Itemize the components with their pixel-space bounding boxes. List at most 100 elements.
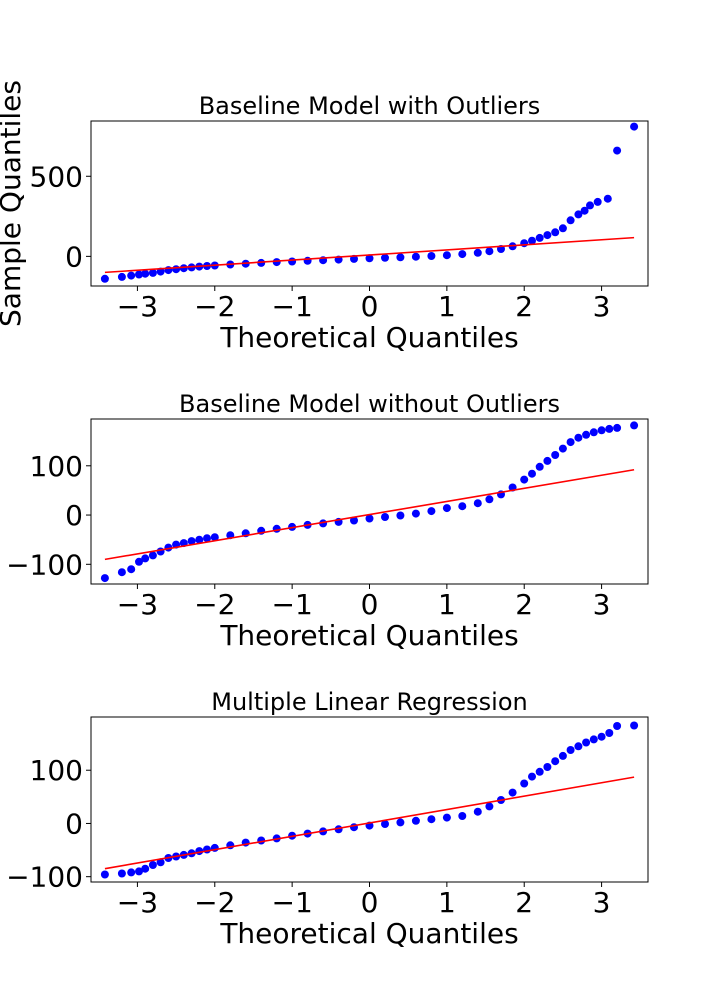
data-point	[381, 253, 389, 262]
data-point	[528, 772, 536, 781]
data-point	[543, 456, 552, 465]
data-point	[605, 729, 614, 737]
x-tick-label: −1	[271, 290, 312, 323]
data-point	[365, 514, 374, 523]
data-point	[580, 206, 589, 215]
data-point	[485, 495, 494, 504]
data-point	[603, 194, 612, 203]
chart-title: Multiple Linear Regression	[211, 688, 527, 716]
data-point	[508, 788, 517, 797]
data-point	[272, 258, 281, 267]
data-point	[203, 534, 211, 543]
data-point	[473, 807, 482, 816]
data-point	[148, 551, 157, 560]
data-point	[597, 426, 606, 435]
reference-line	[104, 236, 635, 274]
data-point	[427, 507, 436, 516]
data-point	[179, 264, 188, 273]
data-point	[117, 869, 126, 878]
data-point	[473, 499, 482, 508]
x-tick-label: 1	[438, 588, 456, 621]
x-tick-label: −3	[117, 588, 158, 621]
y-tick-label: −100	[6, 548, 83, 581]
y-axis-label: Sample Quantiles	[0, 80, 27, 327]
data-point	[574, 433, 583, 442]
data-point	[303, 256, 312, 265]
data-point	[135, 557, 143, 566]
data-point	[100, 274, 109, 283]
data-point	[117, 568, 126, 577]
data-point	[127, 868, 136, 877]
data-point	[411, 252, 420, 261]
data-point	[365, 254, 374, 263]
data-point	[551, 228, 560, 237]
chart-title: Baseline Model without Outliers	[179, 390, 560, 418]
data-point	[458, 250, 467, 259]
data-point	[458, 502, 467, 511]
data-point	[613, 423, 622, 432]
data-point	[141, 864, 150, 873]
data-point	[187, 537, 196, 546]
data-point	[127, 271, 136, 280]
data-point	[535, 233, 544, 242]
data-point	[442, 813, 451, 822]
x-tick-label: 0	[361, 886, 379, 919]
data-point	[520, 239, 529, 248]
data-point	[427, 815, 436, 824]
data-point	[558, 224, 567, 233]
data-point	[100, 574, 109, 583]
data-point	[141, 269, 150, 278]
data-point	[605, 424, 614, 433]
data-point	[458, 812, 467, 820]
qq-panel-3: Multiple Linear Regression −3 −2 −1 0 1 2 3 −100…	[6, 688, 649, 950]
data-point	[473, 248, 482, 257]
data-point	[528, 236, 536, 245]
x-tick-label: 0	[361, 588, 379, 621]
data-point	[535, 462, 544, 471]
data-point	[574, 742, 583, 751]
x-tick-label: −3	[117, 290, 158, 323]
data-point	[350, 516, 358, 525]
x-axis-label: Theoretical Quantiles	[219, 619, 518, 652]
x-tick-label: −2	[194, 886, 235, 919]
data-point	[381, 820, 389, 828]
data-point	[574, 210, 583, 219]
data-point	[520, 779, 529, 788]
data-point	[597, 732, 606, 741]
data-point	[582, 430, 591, 439]
x-tick-label: 3	[593, 588, 611, 621]
data-point	[172, 265, 181, 274]
data-point	[195, 535, 204, 544]
data-point	[535, 767, 544, 776]
data-point	[141, 554, 150, 563]
data-point	[148, 268, 157, 277]
data-point	[272, 524, 281, 533]
x-axis-label: Theoretical Quantiles	[219, 321, 518, 354]
data-point	[135, 867, 143, 876]
x-tick-label: 3	[593, 886, 611, 919]
x-tick-label: 1	[438, 290, 456, 323]
chart-title: Baseline Model with Outliers	[199, 92, 541, 120]
x-tick-label: −2	[194, 588, 235, 621]
data-point	[630, 421, 639, 430]
data-point	[127, 565, 136, 574]
y-tick-label: 0	[65, 499, 83, 532]
data-point	[135, 270, 143, 279]
data-point	[528, 469, 536, 478]
x-tick-label: 2	[515, 886, 533, 919]
y-tick-label: −100	[6, 861, 83, 894]
y-tick-label: 0	[65, 807, 83, 840]
y-tick-label: 0	[65, 240, 83, 273]
data-point	[558, 444, 567, 453]
x-tick-label: −2	[194, 290, 235, 323]
data-point	[411, 816, 420, 825]
data-point	[156, 858, 165, 867]
x-axis-label: Theoretical Quantiles	[219, 917, 518, 950]
qq-panel-1: Baseline Model with Outliers −3 −2 −1 0 1 2 3 0 5…	[0, 80, 649, 354]
data-point	[485, 802, 494, 811]
data-point	[396, 818, 405, 827]
data-point	[543, 231, 552, 240]
data-point	[210, 533, 219, 542]
reference-line	[104, 468, 635, 561]
data-point	[396, 253, 405, 262]
